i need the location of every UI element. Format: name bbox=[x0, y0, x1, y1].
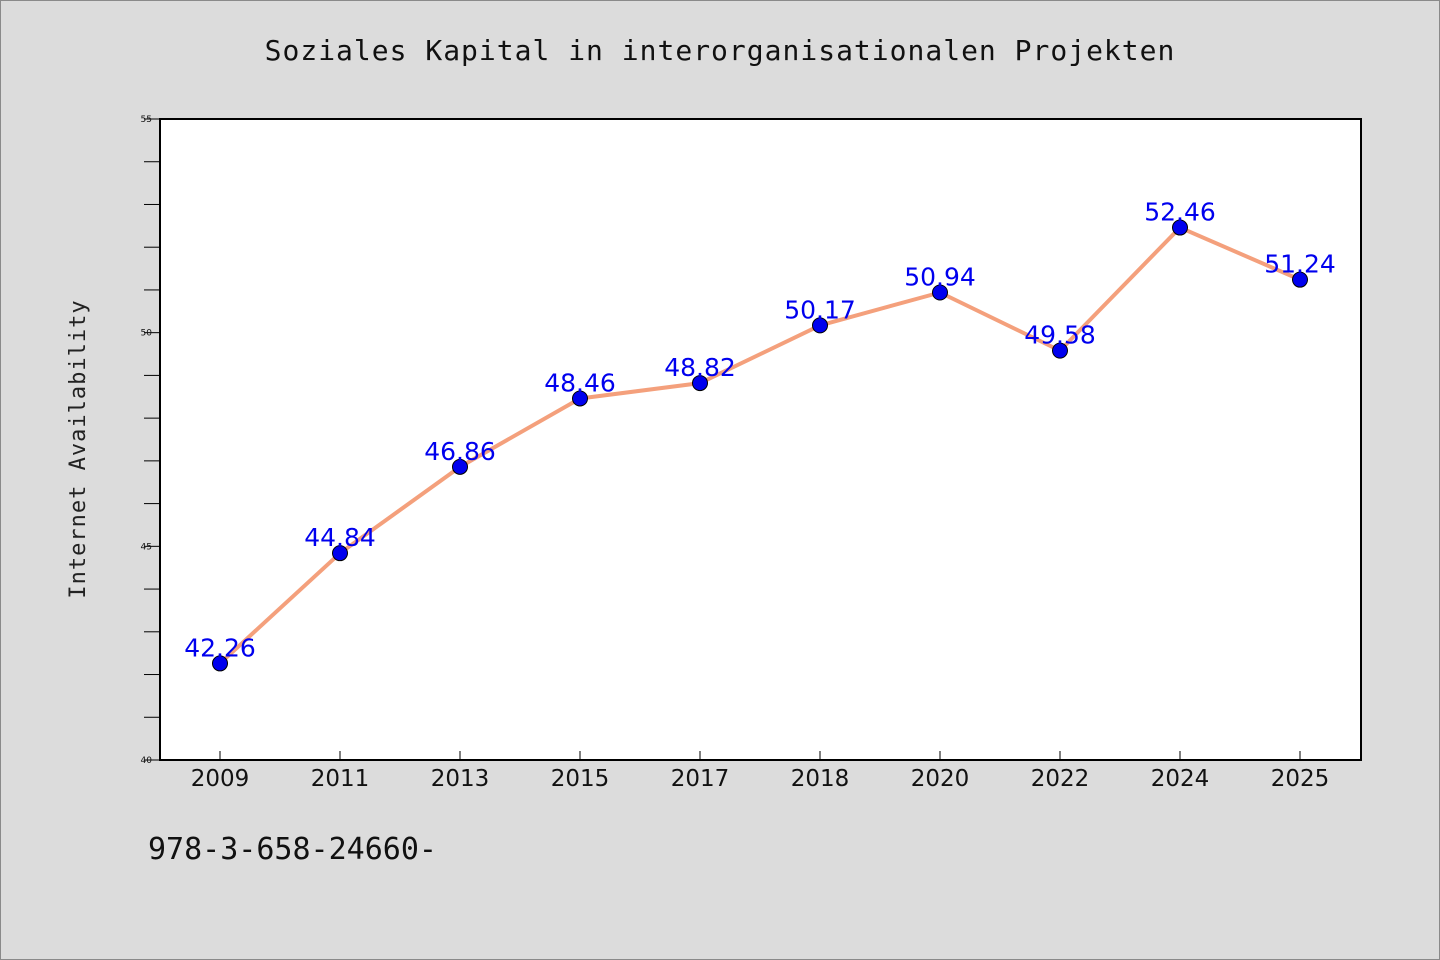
plot-area bbox=[159, 118, 1362, 761]
data-label: 50.94 bbox=[904, 262, 976, 291]
data-label: 48.82 bbox=[664, 353, 736, 382]
y-tick-label: 40 bbox=[141, 756, 153, 766]
y-axis: 40 45 50 55 bbox=[141, 115, 160, 766]
data-label: 48.46 bbox=[544, 368, 616, 397]
data-point bbox=[572, 390, 588, 407]
data-point bbox=[1292, 271, 1308, 288]
x-axis: 2009 2011 2013 2015 2017 2018 2020 2022 2024 2025 bbox=[191, 751, 1330, 792]
data-point bbox=[1172, 219, 1188, 236]
chart-title: Soziales Kapital in interorganisationale… bbox=[264, 34, 1176, 67]
x-tick-label: 2009 bbox=[191, 766, 250, 792]
y-axis-title: Internet Availability bbox=[66, 299, 91, 598]
x-tick-label: 2020 bbox=[911, 766, 970, 792]
data-label: 52.46 bbox=[1144, 198, 1216, 227]
data-point bbox=[1052, 342, 1068, 359]
data-label: 44.84 bbox=[304, 523, 376, 552]
data-point bbox=[812, 317, 828, 334]
x-tick-label: 2025 bbox=[1271, 766, 1330, 792]
x-tick-label: 2022 bbox=[1031, 766, 1090, 792]
series-layer: 42.26 44.84 46.86 48.46 48.82 50.17 50.94 49.58… bbox=[184, 198, 1336, 672]
x-tick-label: 2024 bbox=[1151, 766, 1210, 792]
x-tick-label: 2013 bbox=[431, 766, 490, 792]
data-point bbox=[452, 458, 468, 475]
y-tick-label: 50 bbox=[141, 329, 153, 339]
data-point bbox=[212, 655, 228, 672]
series-line bbox=[218, 225, 1302, 666]
data-point bbox=[332, 545, 348, 562]
data-label: 50.17 bbox=[784, 295, 856, 324]
data-point bbox=[932, 284, 948, 301]
data-label: 51.24 bbox=[1264, 250, 1336, 279]
data-label: 49.58 bbox=[1024, 321, 1096, 350]
x-tick-label: 2011 bbox=[311, 766, 370, 792]
y-tick-label: 55 bbox=[141, 115, 152, 125]
data-point bbox=[692, 375, 708, 392]
x-tick-label: 2015 bbox=[551, 766, 610, 792]
footer-text: 978-3-658-24660- bbox=[148, 832, 437, 867]
y-tick-label: 45 bbox=[141, 542, 152, 552]
x-tick-label: 2018 bbox=[791, 766, 850, 792]
data-label: 46.86 bbox=[424, 437, 496, 466]
x-tick-label: 2017 bbox=[671, 766, 730, 792]
data-label: 42.26 bbox=[184, 633, 256, 662]
